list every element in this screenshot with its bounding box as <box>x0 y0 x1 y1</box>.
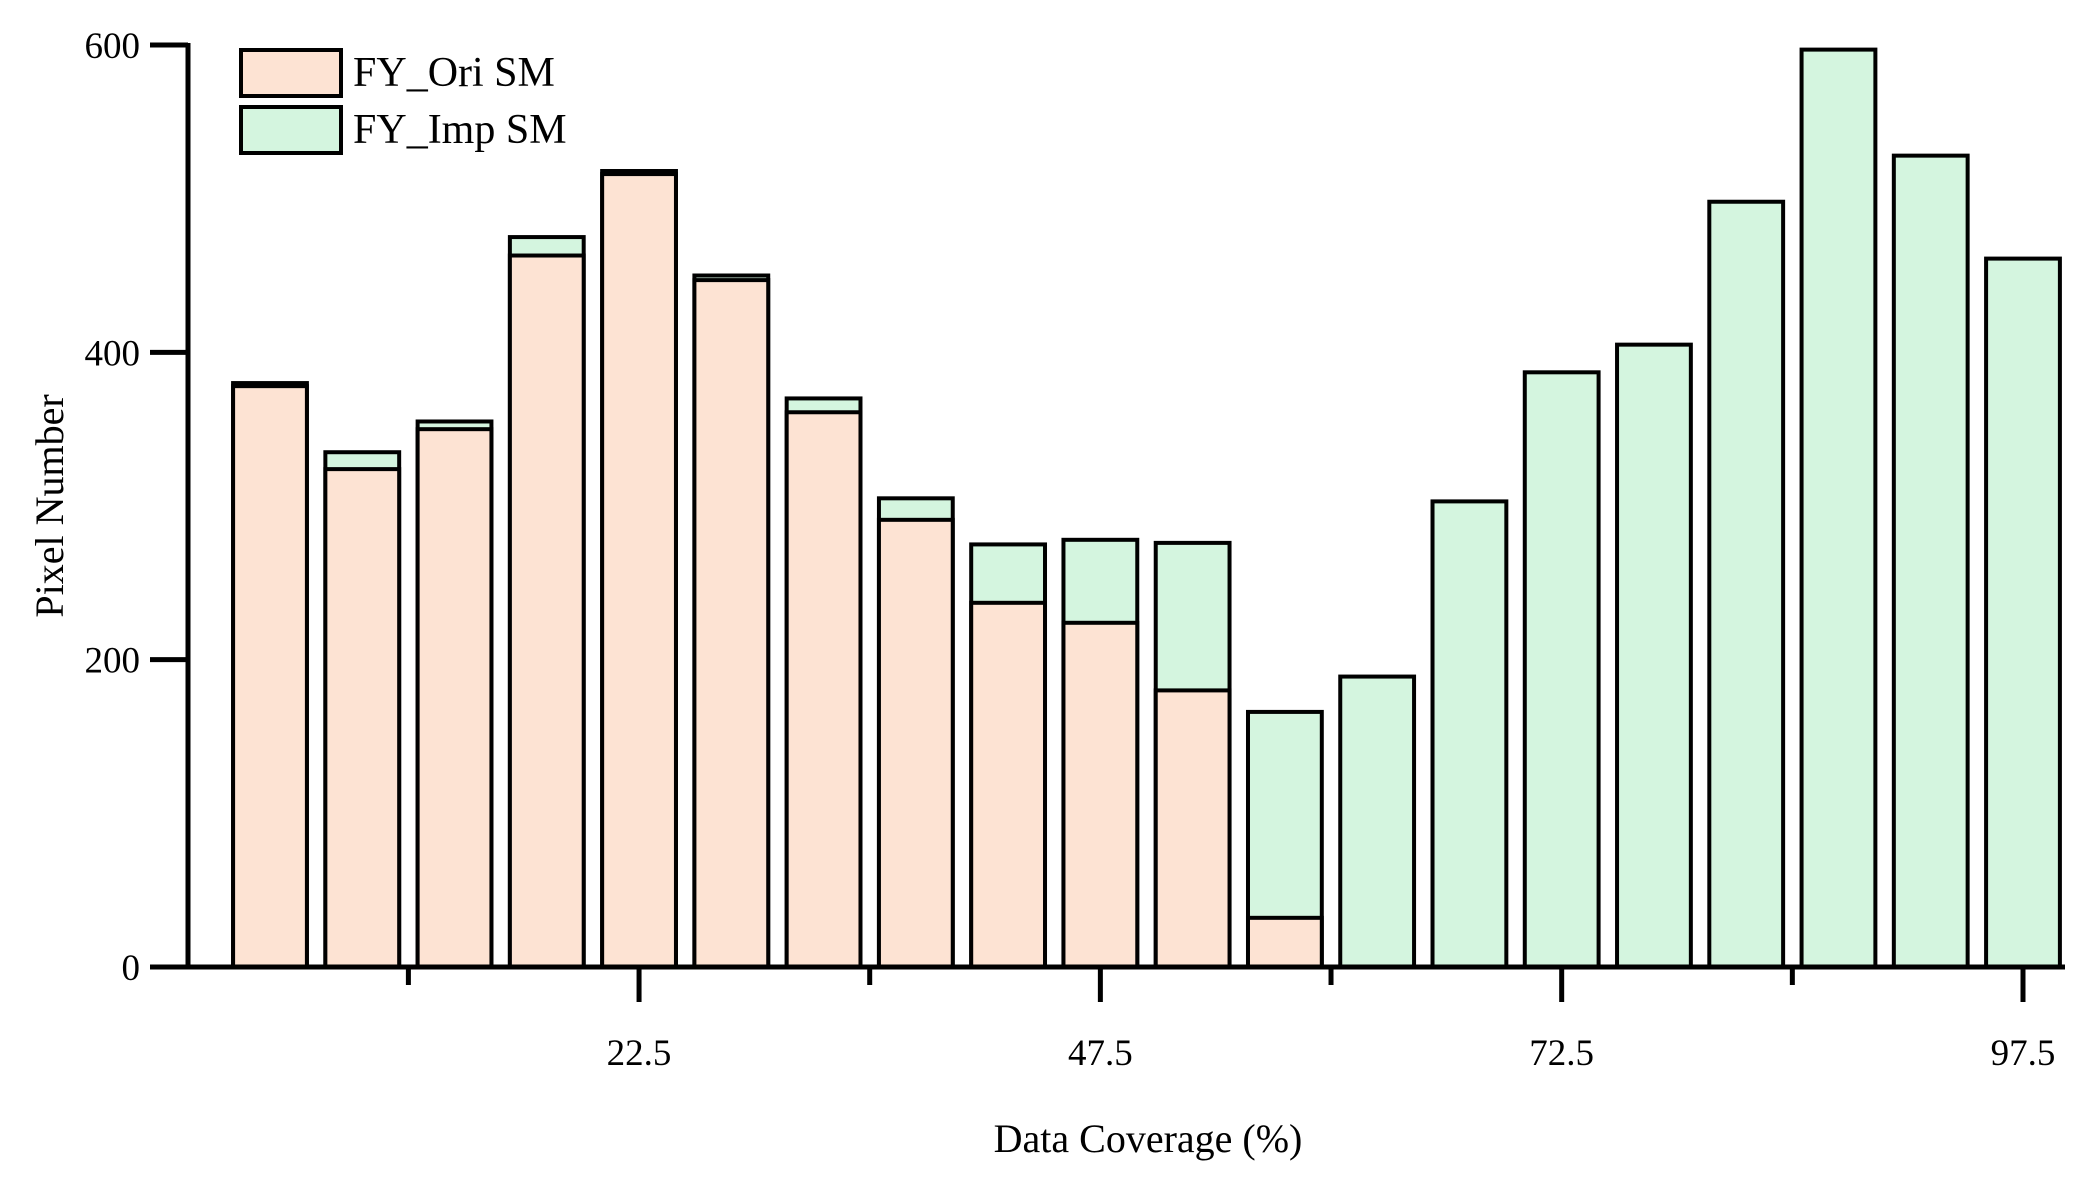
bar-fy-ori-sm-1 <box>323 467 402 969</box>
bar-fy-imp-sm-17 <box>1799 47 1878 970</box>
bar-fy-ori-sm-0 <box>231 384 309 969</box>
bar-fy-imp-sm-12 <box>1338 674 1417 969</box>
bar-fy-ori-sm-7 <box>876 517 955 970</box>
y-tick-label-0: 0 <box>122 948 141 989</box>
bar-fy-imp-sm-13 <box>1430 499 1509 969</box>
y-tick-label-600: 600 <box>85 26 141 67</box>
bar-fy-ori-sm-11 <box>1245 915 1324 970</box>
bar-fy-ori-sm-4 <box>600 172 678 969</box>
legend-swatch-0 <box>239 48 343 98</box>
x-tick-label-47.5: 47.5 <box>1068 1033 1133 1074</box>
bar-fy-imp-sm-19 <box>1984 256 2062 970</box>
bar-fy-ori-sm-5 <box>692 278 771 969</box>
bar-fy-imp-sm-15 <box>1615 342 1693 969</box>
ticks-group: 0 200 400 600 22.5 47.5 72.5 97.5 <box>85 26 2056 1074</box>
x-tick-label-97.5: 97.5 <box>1991 1033 2056 1074</box>
bar-fy-ori-sm-9 <box>1061 620 1140 969</box>
bar-fy-ori-sm-2 <box>415 427 494 970</box>
bar-fy-imp-sm-14 <box>1522 370 1601 969</box>
bars-group <box>231 47 2062 970</box>
bar-fy-ori-sm-6 <box>784 410 863 969</box>
y-axis-title: Pixel Number <box>27 394 72 617</box>
legend-label-1: FY_Imp SM <box>353 107 567 153</box>
legend: FY_Ori SM FY_Imp SM <box>239 48 567 155</box>
bar-fy-ori-sm-8 <box>969 600 1048 969</box>
axes-group <box>185 43 2065 970</box>
x-axis-title: Data Coverage (%) <box>994 1116 1303 1161</box>
y-tick-label-200: 200 <box>85 641 141 682</box>
x-tick-label-22.5: 22.5 <box>607 1033 672 1074</box>
bar-fy-ori-sm-3 <box>507 253 586 969</box>
legend-swatch-1 <box>239 105 343 155</box>
y-tick-label-400: 400 <box>85 333 141 374</box>
bar-fy-imp-sm-18 <box>1891 153 1970 969</box>
bar-fy-ori-sm-10 <box>1153 688 1232 970</box>
legend-label-0: FY_Ori SM <box>353 50 555 96</box>
bar-fy-imp-sm-16 <box>1707 199 1786 970</box>
x-tick-label-72.5: 72.5 <box>1529 1033 1594 1074</box>
